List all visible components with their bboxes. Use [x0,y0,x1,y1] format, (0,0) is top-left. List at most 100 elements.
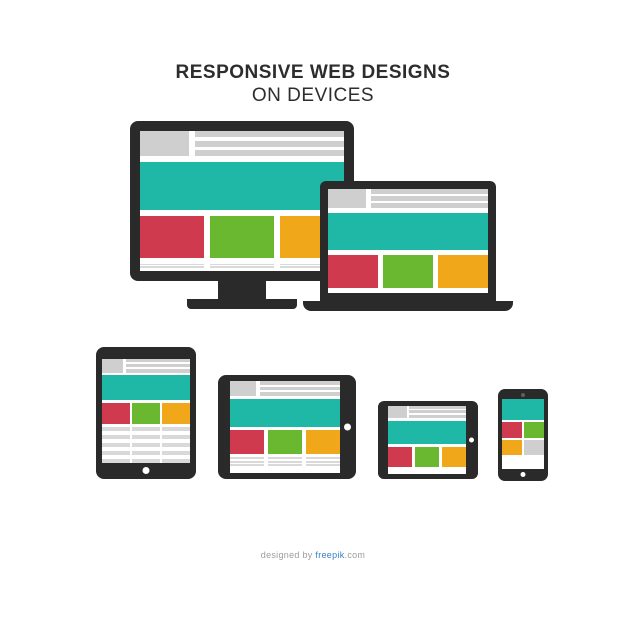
tablet-bezel [378,401,478,479]
credit-line: designed by freepik.com [0,550,626,560]
mockup-tiles [140,216,344,258]
tablet-bezel [218,375,356,479]
phone-screen [502,399,544,469]
tablet-screen [230,381,340,473]
mockup-hero [388,421,466,444]
mockup-hero [102,375,190,400]
nav-line [409,415,466,418]
text-line [162,443,190,447]
mockup-text-columns [140,264,344,271]
nav-line [260,381,340,385]
text-line [162,451,190,455]
small-tablet [378,401,478,479]
tile-red [230,430,264,454]
text-line [162,435,190,439]
mockup-tiles [502,422,544,456]
devices-stage [0,107,626,587]
nav-line [195,131,344,137]
laptop-base [303,301,513,311]
monitor-stand [218,281,266,299]
text-line [162,459,190,463]
phone-bezel [498,389,548,481]
text-col [132,427,160,463]
tablet-bezel [96,347,196,479]
title-line-2: ON DEVICES [0,85,626,107]
smartphone [498,389,548,481]
mockup-hero [502,399,544,420]
nav-line [260,387,340,391]
mockup-text-columns [102,427,190,463]
mockup-nav [409,406,466,418]
text-col [102,427,130,463]
title-block: RESPONSIVE WEB DESIGNS ON DEVICES [0,0,626,107]
text-col [162,427,190,463]
text-line [132,443,160,447]
mockup-text-columns [230,457,340,473]
mockup-tiles [102,403,190,424]
text-line [230,457,264,459]
text-line [162,427,190,431]
text-line [268,461,302,463]
tile-orange [306,430,340,454]
mockup-tiles [230,430,340,454]
text-line [132,451,160,455]
text-line [102,443,130,447]
laptop [320,181,513,311]
tile-green [383,255,433,288]
tile-green [524,422,544,438]
nav-line [126,359,190,362]
mockup-hero [328,213,488,250]
tablet-screen [388,406,466,474]
tile-green [268,430,302,454]
text-line [102,459,130,463]
text-line [132,427,160,431]
tile-orange [442,447,466,467]
mockup-topbar [328,189,488,208]
mockup-nav [126,359,190,373]
tablet-screen [102,359,190,463]
tile-red [140,216,204,258]
nav-line [371,196,488,201]
credit-prefix: designed by [261,550,316,560]
text-line [230,464,264,466]
text-line [230,461,264,463]
text-line [306,464,340,466]
tile-red [388,447,412,467]
text-col [230,457,264,473]
mockup-hero [140,162,344,210]
mockup-topbar [388,406,466,418]
tile-green [132,403,160,424]
tile-orange [162,403,190,424]
tile-red [502,422,522,438]
mockup-topbar [102,359,190,373]
title-line-1: RESPONSIVE WEB DESIGNS [0,62,626,84]
tile-green [210,216,274,258]
mockup-nav [371,189,488,208]
credit-suffix: .com [345,550,366,560]
tile-green [415,447,439,467]
monitor-screen [140,131,344,271]
nav-line [371,189,488,194]
text-line [306,461,340,463]
mockup-tiles [388,447,466,467]
nav-line [371,203,488,208]
text-line [102,451,130,455]
text-line [102,427,130,431]
mockup-nav [260,381,340,396]
text-col [140,264,204,271]
laptop-screen [328,189,488,293]
nav-line [195,150,344,156]
mockup-logo [388,406,407,418]
text-line [210,267,274,268]
text-line [268,457,302,459]
credit-brand: freepik [315,550,344,560]
tablet-landscape [218,375,356,479]
mockup-hero [230,399,340,427]
text-line [140,267,204,268]
text-line [132,435,160,439]
text-line [132,459,160,463]
mockup-logo [328,189,366,208]
mockup-nav [195,131,344,156]
tablet-portrait [96,347,196,479]
mockup-topbar [230,381,340,396]
